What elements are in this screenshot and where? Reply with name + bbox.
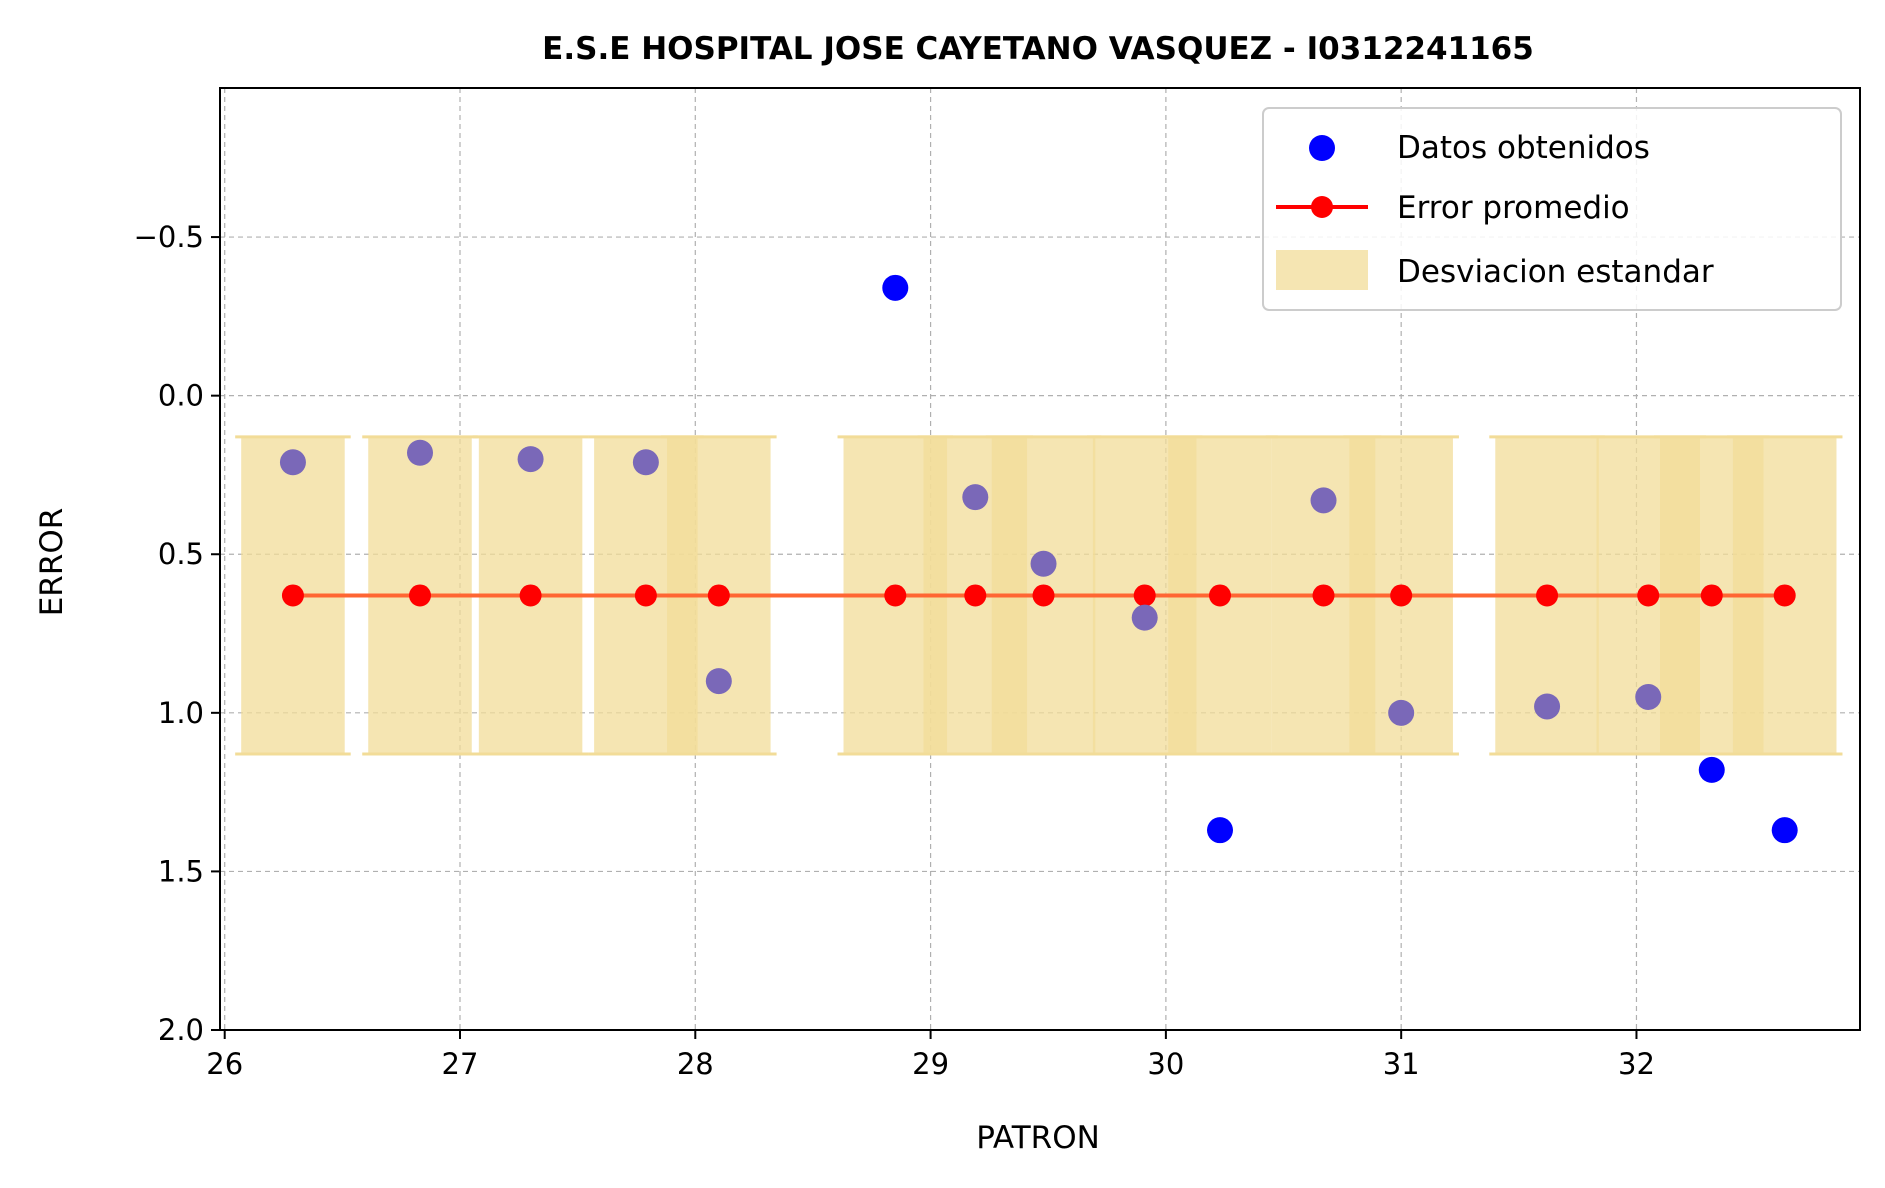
mean-point — [409, 584, 431, 607]
y-tick-label: 1.5 — [158, 854, 204, 888]
data-points — [279, 274, 1798, 844]
mean-point — [519, 584, 542, 607]
data-point — [705, 668, 732, 695]
legend-label-datos: Datos obtenidos — [1397, 130, 1650, 166]
x-tick-label: 30 — [1147, 1047, 1184, 1081]
mean-point — [884, 584, 907, 607]
x-tick-label: 32 — [1618, 1047, 1655, 1081]
x-tick-label: 27 — [442, 1047, 479, 1081]
y-tick-label: 0.0 — [158, 379, 204, 413]
chart-title: E.S.E HOSPITAL JOSE CAYETANO VASQUEZ - I… — [542, 31, 1534, 67]
data-point — [882, 274, 909, 301]
legend-patch-std — [1276, 250, 1368, 290]
x-axis-title: PATRON — [976, 1120, 1100, 1156]
mean-point — [964, 584, 987, 607]
mean-point — [1032, 584, 1055, 607]
y-axis: −0.5 0.0 0.5 1.0 1.5 2.0 — [134, 220, 220, 1047]
mean-point — [1773, 584, 1796, 607]
data-point — [1207, 817, 1233, 844]
mean-point — [707, 584, 730, 607]
x-axis: 26 27 28 29 30 31 32 — [206, 1030, 1655, 1081]
y-tick-label: −0.5 — [134, 220, 204, 254]
legend-frame — [1262, 107, 1842, 311]
legend: Datos obtenidos Error promedio Desviacio… — [1262, 107, 1842, 311]
x-tick-label: 26 — [206, 1047, 243, 1081]
mean-point — [281, 584, 304, 607]
y-tick-label: 2.0 — [158, 1013, 204, 1047]
data-point — [1388, 699, 1415, 726]
legend-marker-error — [1311, 196, 1333, 218]
data-point — [1030, 550, 1057, 577]
legend-marker-datos — [1309, 135, 1335, 161]
data-point — [1771, 817, 1798, 844]
x-tick-label: 29 — [912, 1047, 949, 1081]
y-tick-label: 1.0 — [158, 696, 204, 730]
data-point — [1698, 756, 1725, 783]
data-point — [1635, 683, 1662, 710]
legend-label-std: Desviacion estandar — [1397, 254, 1714, 290]
mean-point — [1209, 584, 1231, 607]
data-point — [1534, 693, 1561, 720]
mean-point — [1637, 584, 1660, 607]
mean-point — [1390, 584, 1413, 607]
data-point — [1310, 487, 1337, 514]
data-point — [407, 439, 433, 466]
x-tick-label: 31 — [1383, 1047, 1420, 1081]
data-point — [632, 449, 659, 476]
y-axis-title: ERROR — [34, 508, 70, 617]
mean-point — [1536, 584, 1559, 607]
x-tick-label: 28 — [677, 1047, 714, 1081]
mean-point — [1312, 584, 1335, 607]
data-point — [279, 449, 306, 476]
mean-series — [281, 584, 1796, 607]
data-point — [962, 484, 989, 511]
y-tick-label: 0.5 — [158, 537, 204, 571]
plot-frame — [219, 87, 1861, 1031]
mean-point — [1700, 584, 1723, 607]
mean-point — [1133, 584, 1156, 607]
legend-label-error: Error promedio — [1397, 190, 1630, 226]
mean-point — [634, 584, 657, 607]
data-point — [1131, 604, 1158, 631]
data-point — [517, 446, 544, 473]
